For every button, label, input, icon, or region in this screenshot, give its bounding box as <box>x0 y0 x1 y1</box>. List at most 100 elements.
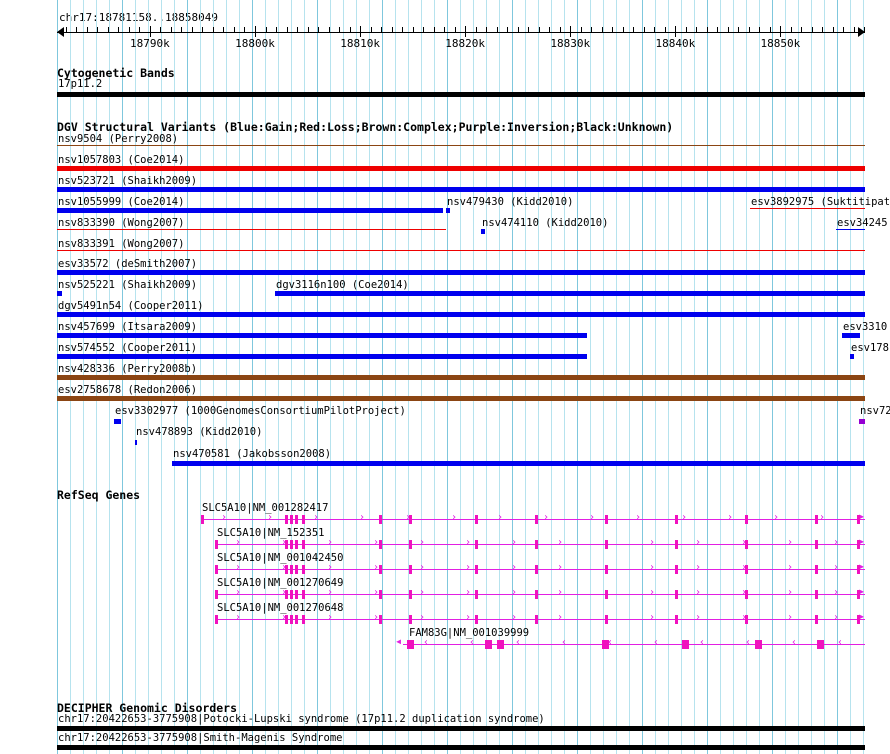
dgv-variant-bar[interactable] <box>446 208 450 213</box>
gene-exon[interactable] <box>215 540 218 549</box>
decipher-disorder-bar[interactable] <box>57 726 865 731</box>
gene-exon[interactable] <box>302 565 305 574</box>
gene-exon[interactable] <box>295 540 298 549</box>
gene-exon[interactable] <box>815 565 818 574</box>
dgv-variant-bar[interactable] <box>750 208 865 209</box>
gene-exon[interactable] <box>295 615 298 624</box>
gene-exon[interactable] <box>379 540 382 549</box>
dgv-variant-bar[interactable] <box>842 333 860 338</box>
gene-exon[interactable] <box>755 640 762 649</box>
gene-exon[interactable] <box>302 590 305 599</box>
gene-exon[interactable] <box>409 540 412 549</box>
gene-exon[interactable] <box>409 515 412 524</box>
dgv-variant-bar[interactable] <box>57 291 62 296</box>
gene-exon[interactable] <box>682 640 689 649</box>
gene-exon[interactable] <box>745 590 748 599</box>
gene-exon[interactable] <box>497 640 504 649</box>
gene-exon[interactable] <box>379 615 382 624</box>
gene-exon[interactable] <box>605 515 608 524</box>
gene-exon[interactable] <box>285 515 288 524</box>
gene-exon[interactable] <box>285 615 288 624</box>
gene-exon[interactable] <box>302 540 305 549</box>
gene-exon[interactable] <box>475 540 478 549</box>
cytoband-bar[interactable] <box>57 92 865 97</box>
dgv-variant-bar[interactable] <box>850 354 854 359</box>
gene-exon[interactable] <box>475 565 478 574</box>
gene-exon[interactable] <box>605 615 608 624</box>
dgv-variant-bar[interactable] <box>859 419 865 424</box>
dgv-variant-bar[interactable] <box>57 396 865 401</box>
dgv-variant-bar[interactable] <box>57 312 865 317</box>
coordinate-ruler[interactable]: 18790k 18800k 18810k 18820k 18830k 18840k 1885… <box>57 26 866 50</box>
gene-exon[interactable] <box>302 615 305 624</box>
gene-exon[interactable] <box>409 615 412 624</box>
dgv-variant-bar[interactable] <box>57 208 443 213</box>
dgv-variant-bar[interactable] <box>57 270 865 275</box>
gene-exon[interactable] <box>675 590 678 599</box>
gene-exon[interactable] <box>857 540 860 549</box>
gene-exon[interactable] <box>379 515 382 524</box>
gene-exon[interactable] <box>290 540 293 549</box>
dgv-variant-bar[interactable] <box>57 333 587 338</box>
gene-exon[interactable] <box>815 615 818 624</box>
gene-exon[interactable] <box>675 540 678 549</box>
gene-exon[interactable] <box>290 615 293 624</box>
gene-exon[interactable] <box>407 640 414 649</box>
gene-exon[interactable] <box>817 640 824 649</box>
dgv-variant-bar[interactable] <box>57 145 865 146</box>
gene-exon[interactable] <box>857 515 860 524</box>
gene-exon[interactable] <box>215 590 218 599</box>
gene-exon[interactable] <box>475 615 478 624</box>
gene-exon[interactable] <box>605 565 608 574</box>
gene-exon[interactable] <box>379 590 382 599</box>
gene-exon[interactable] <box>535 565 538 574</box>
gene-exon[interactable] <box>857 565 860 574</box>
gene-exon[interactable] <box>295 565 298 574</box>
gene-exon[interactable] <box>675 515 678 524</box>
gene-exon[interactable] <box>605 540 608 549</box>
dgv-variant-bar[interactable] <box>114 419 121 424</box>
dgv-variant-bar[interactable] <box>481 229 485 234</box>
gene-exon[interactable] <box>535 615 538 624</box>
gene-exon[interactable] <box>745 540 748 549</box>
gene-exon[interactable] <box>215 565 218 574</box>
gene-exon[interactable] <box>675 615 678 624</box>
decipher-disorder-bar[interactable] <box>57 745 865 750</box>
gene-exon[interactable] <box>290 515 293 524</box>
gene-exon[interactable] <box>475 590 478 599</box>
dgv-variant-bar[interactable] <box>836 229 865 230</box>
gene-exon[interactable] <box>379 565 382 574</box>
gene-exon[interactable] <box>535 590 538 599</box>
dgv-variant-bar[interactable] <box>275 291 865 296</box>
gene-exon[interactable] <box>285 565 288 574</box>
gene-exon[interactable] <box>302 515 305 524</box>
gene-exon[interactable] <box>290 565 293 574</box>
gene-exon[interactable] <box>605 590 608 599</box>
gene-exon[interactable] <box>290 590 293 599</box>
gene-exon[interactable] <box>745 565 748 574</box>
gene-exon[interactable] <box>475 515 478 524</box>
gene-exon[interactable] <box>485 640 492 649</box>
gene-exon[interactable] <box>285 540 288 549</box>
gene-exon[interactable] <box>409 565 412 574</box>
gene-exon[interactable] <box>815 515 818 524</box>
gene-exon[interactable] <box>201 515 204 524</box>
gene-exon[interactable] <box>409 590 412 599</box>
gene-exon[interactable] <box>815 590 818 599</box>
gene-exon[interactable] <box>675 565 678 574</box>
gene-exon[interactable] <box>602 640 609 649</box>
dgv-variant-bar[interactable] <box>57 354 587 359</box>
dgv-variant-bar[interactable] <box>57 187 865 192</box>
gene-exon[interactable] <box>215 615 218 624</box>
dgv-variant-bar[interactable] <box>57 375 865 380</box>
gene-exon[interactable] <box>857 590 860 599</box>
gene-exon[interactable] <box>745 515 748 524</box>
dgv-variant-bar[interactable] <box>57 229 446 230</box>
gene-exon[interactable] <box>745 615 748 624</box>
dgv-variant-bar[interactable] <box>57 250 865 251</box>
gene-exon[interactable] <box>285 590 288 599</box>
gene-exon[interactable] <box>535 540 538 549</box>
dgv-variant-bar[interactable] <box>135 440 137 445</box>
gene-exon[interactable] <box>857 615 860 624</box>
gene-exon[interactable] <box>815 540 818 549</box>
